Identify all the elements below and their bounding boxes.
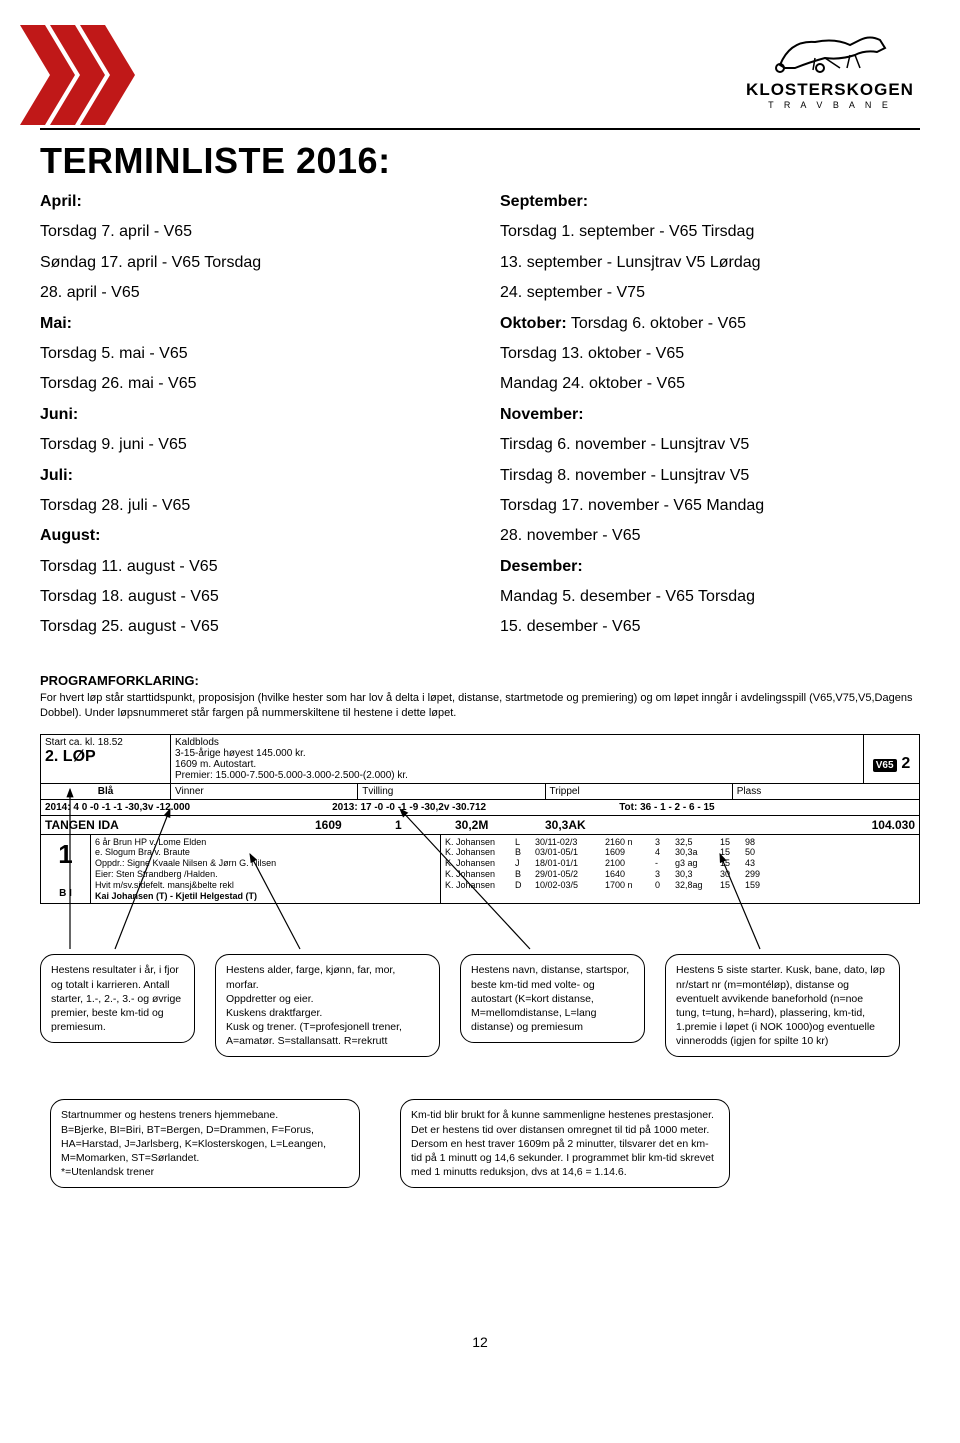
- start-time: Start ca. kl. 18.52: [45, 737, 166, 748]
- v65-badge: V65: [873, 759, 897, 772]
- horse-volte: 30,2M: [451, 816, 541, 834]
- horse-spor: 1: [391, 816, 451, 834]
- bubble-startnum: Startnummer og hestens treners hjemmeban…: [50, 1099, 360, 1188]
- race-number: 2. LØP: [45, 748, 166, 766]
- header: KLOSTERSKOGEN T R A V B A N E: [40, 20, 920, 130]
- schedule-line: 15. desember - V65: [500, 612, 920, 642]
- page-number: 12: [40, 1334, 920, 1350]
- race-table: Start ca. kl. 18.52 2. LØP Kaldblods3-15…: [40, 734, 920, 905]
- schedule-line: August:: [40, 521, 460, 551]
- bubble-pedigree: Hestens alder, farge, kjønn, far, mor, m…: [215, 954, 440, 1057]
- logo-text: KLOSTERSKOGEN: [740, 80, 920, 100]
- result-line: K. JohansenL30/11-02/32160 n332,51598: [445, 837, 915, 848]
- schedule-line: April:: [40, 187, 460, 217]
- horse-name: TANGEN IDA: [41, 816, 311, 834]
- schedule-right: September:Torsdag 1. september - V65 Tir…: [500, 187, 920, 643]
- schedule-line: September:: [500, 187, 920, 217]
- prog-explanation: For hvert løp står starttidspunkt, propo…: [40, 691, 920, 722]
- schedule-line: Mai:: [40, 309, 460, 339]
- schedule-line: Tirsdag 6. november - Lunsjtrav V5: [500, 430, 920, 460]
- bet-vinner: Vinner: [171, 784, 358, 799]
- proposition-line: 3-15-årige høyest 145.000 kr.: [175, 748, 859, 759]
- schedule-line: Oktober: Torsdag 6. oktober - V65: [500, 309, 920, 339]
- program-explanation-section: PROGRAMFORKLARING: For hvert løp står st…: [40, 673, 920, 1305]
- bet-trippel: Trippel: [546, 784, 733, 799]
- logo: KLOSTERSKOGEN T R A V B A N E: [740, 20, 920, 110]
- chevron-icon: [20, 25, 140, 128]
- schedule-line: Torsdag 28. juli - V65: [40, 491, 460, 521]
- detail-line: 6 år Brun HP v. Lome Elden: [95, 837, 436, 848]
- logo-subtext: T R A V B A N E: [740, 100, 920, 110]
- schedule-line: 28. november - V65: [500, 521, 920, 551]
- schedule-line: November:: [500, 400, 920, 430]
- prog-title: PROGRAMFORKLARING:: [40, 673, 920, 688]
- bet-plass: Plass: [733, 784, 919, 799]
- race-proposition: Kaldblods3-15-årige høyest 145.000 kr.16…: [171, 735, 864, 783]
- schedule-line: Torsdag 17. november - V65 Mandag: [500, 491, 920, 521]
- color-label: Blå: [41, 784, 171, 799]
- trainer-base: B I: [43, 888, 88, 899]
- schedule-line: Juli:: [40, 461, 460, 491]
- bubble-results: Hestens resultater i år, i fjor og total…: [40, 954, 195, 1043]
- v65-num: 2: [901, 755, 910, 772]
- schedule-line: Torsdag 25. august - V65: [40, 612, 460, 642]
- schedule-line: Torsdag 7. april - V65: [40, 217, 460, 247]
- result-line: K. JohansenJ18/01-01/12100-g3 ag1543: [445, 858, 915, 869]
- bet-tvilling: Tvilling: [358, 784, 545, 799]
- horse-distance: 1609: [311, 816, 391, 834]
- horse-premie: 104.030: [631, 816, 919, 834]
- proposition-line: Premier: 15.000-7.500-5.000-3.000-2.500-…: [175, 770, 859, 781]
- horse-details: 6 år Brun HP v. Lome Eldene. Slogum Bra …: [91, 835, 441, 904]
- proposition-line: Kaldblods: [175, 737, 859, 748]
- v65-cell: V65 2: [864, 735, 919, 783]
- detail-line: Hvit m/sv.sidefelt. mansj&belte rekl: [95, 880, 436, 891]
- detail-line: Kai Johansen (T) - Kjetil Helgestad (T): [95, 891, 436, 902]
- horse-logo-icon: [765, 20, 895, 75]
- stats-total: Tot: 36 - 1 - 2 - 6 - 15: [619, 802, 906, 813]
- proposition-line: 1609 m. Autostart.: [175, 759, 859, 770]
- page-title: TERMINLISTE 2016:: [40, 140, 920, 182]
- schedule-line: Juni:: [40, 400, 460, 430]
- schedule-line: Tirsdag 8. november - Lunsjtrav V5: [500, 461, 920, 491]
- schedule-line: 24. september - V75: [500, 278, 920, 308]
- detail-line: Oppdr.: Signe Kvaale Nilsen & Jørn G. Ni…: [95, 858, 436, 869]
- schedule-line: Torsdag 18. august - V65: [40, 582, 460, 612]
- detail-line: e. Slogum Bra v. Braute: [95, 847, 436, 858]
- schedule-line: Torsdag 13. oktober - V65: [500, 339, 920, 369]
- schedule-line: Torsdag 26. mai - V65: [40, 369, 460, 399]
- schedule-line: Torsdag 1. september - V65 Tirsdag: [500, 217, 920, 247]
- result-line: K. JohansenD10/02-03/51700 n032,8ag15159: [445, 880, 915, 891]
- horse-results: K. JohansenL30/11-02/32160 n332,51598K. …: [441, 835, 919, 904]
- schedule-line: Torsdag 5. mai - V65: [40, 339, 460, 369]
- start-number: 1: [43, 839, 88, 870]
- schedule-line: 28. april - V65: [40, 278, 460, 308]
- schedule-line: Mandag 24. oktober - V65: [500, 369, 920, 399]
- bubble-last5: Hestens 5 siste starter. Kusk, bane, dat…: [665, 954, 900, 1057]
- schedule-line: Søndag 17. april - V65 Torsdag: [40, 248, 460, 278]
- stats-2014: 2014: 4 0 -0 -1 -1 -30,3v -12.000: [45, 802, 332, 813]
- result-line: K. JohansenB29/01-05/21640330,330299: [445, 869, 915, 880]
- schedule-left: April:Torsdag 7. april - V65Søndag 17. a…: [40, 187, 460, 643]
- schedule-columns: April:Torsdag 7. april - V65Søndag 17. a…: [40, 187, 920, 643]
- stats-2013: 2013: 17 -0 -0 -1 -9 -30,2v -30.712: [332, 802, 619, 813]
- result-line: K. JohansenB03/01-05/11609430,3a1550: [445, 847, 915, 858]
- start-number-cell: 1 B I: [41, 835, 91, 904]
- bubble-kmtid: Km-tid blir brukt for å kunne sammenlign…: [400, 1099, 730, 1188]
- detail-line: Eier: Sten Strandberg /Halden.: [95, 869, 436, 880]
- schedule-line: Mandag 5. desember - V65 Torsdag: [500, 582, 920, 612]
- schedule-line: Torsdag 11. august - V65: [40, 552, 460, 582]
- bubble-name-dist: Hestens navn, distanse, startspor, beste…: [460, 954, 645, 1043]
- schedule-line: Torsdag 9. juni - V65: [40, 430, 460, 460]
- annotation-bubbles: Hestens resultater i år, i fjor og total…: [40, 954, 920, 1304]
- schedule-line: Desember:: [500, 552, 920, 582]
- horse-auto: 30,3AK: [541, 816, 631, 834]
- schedule-line: 13. september - Lunsjtrav V5 Lørdag: [500, 248, 920, 278]
